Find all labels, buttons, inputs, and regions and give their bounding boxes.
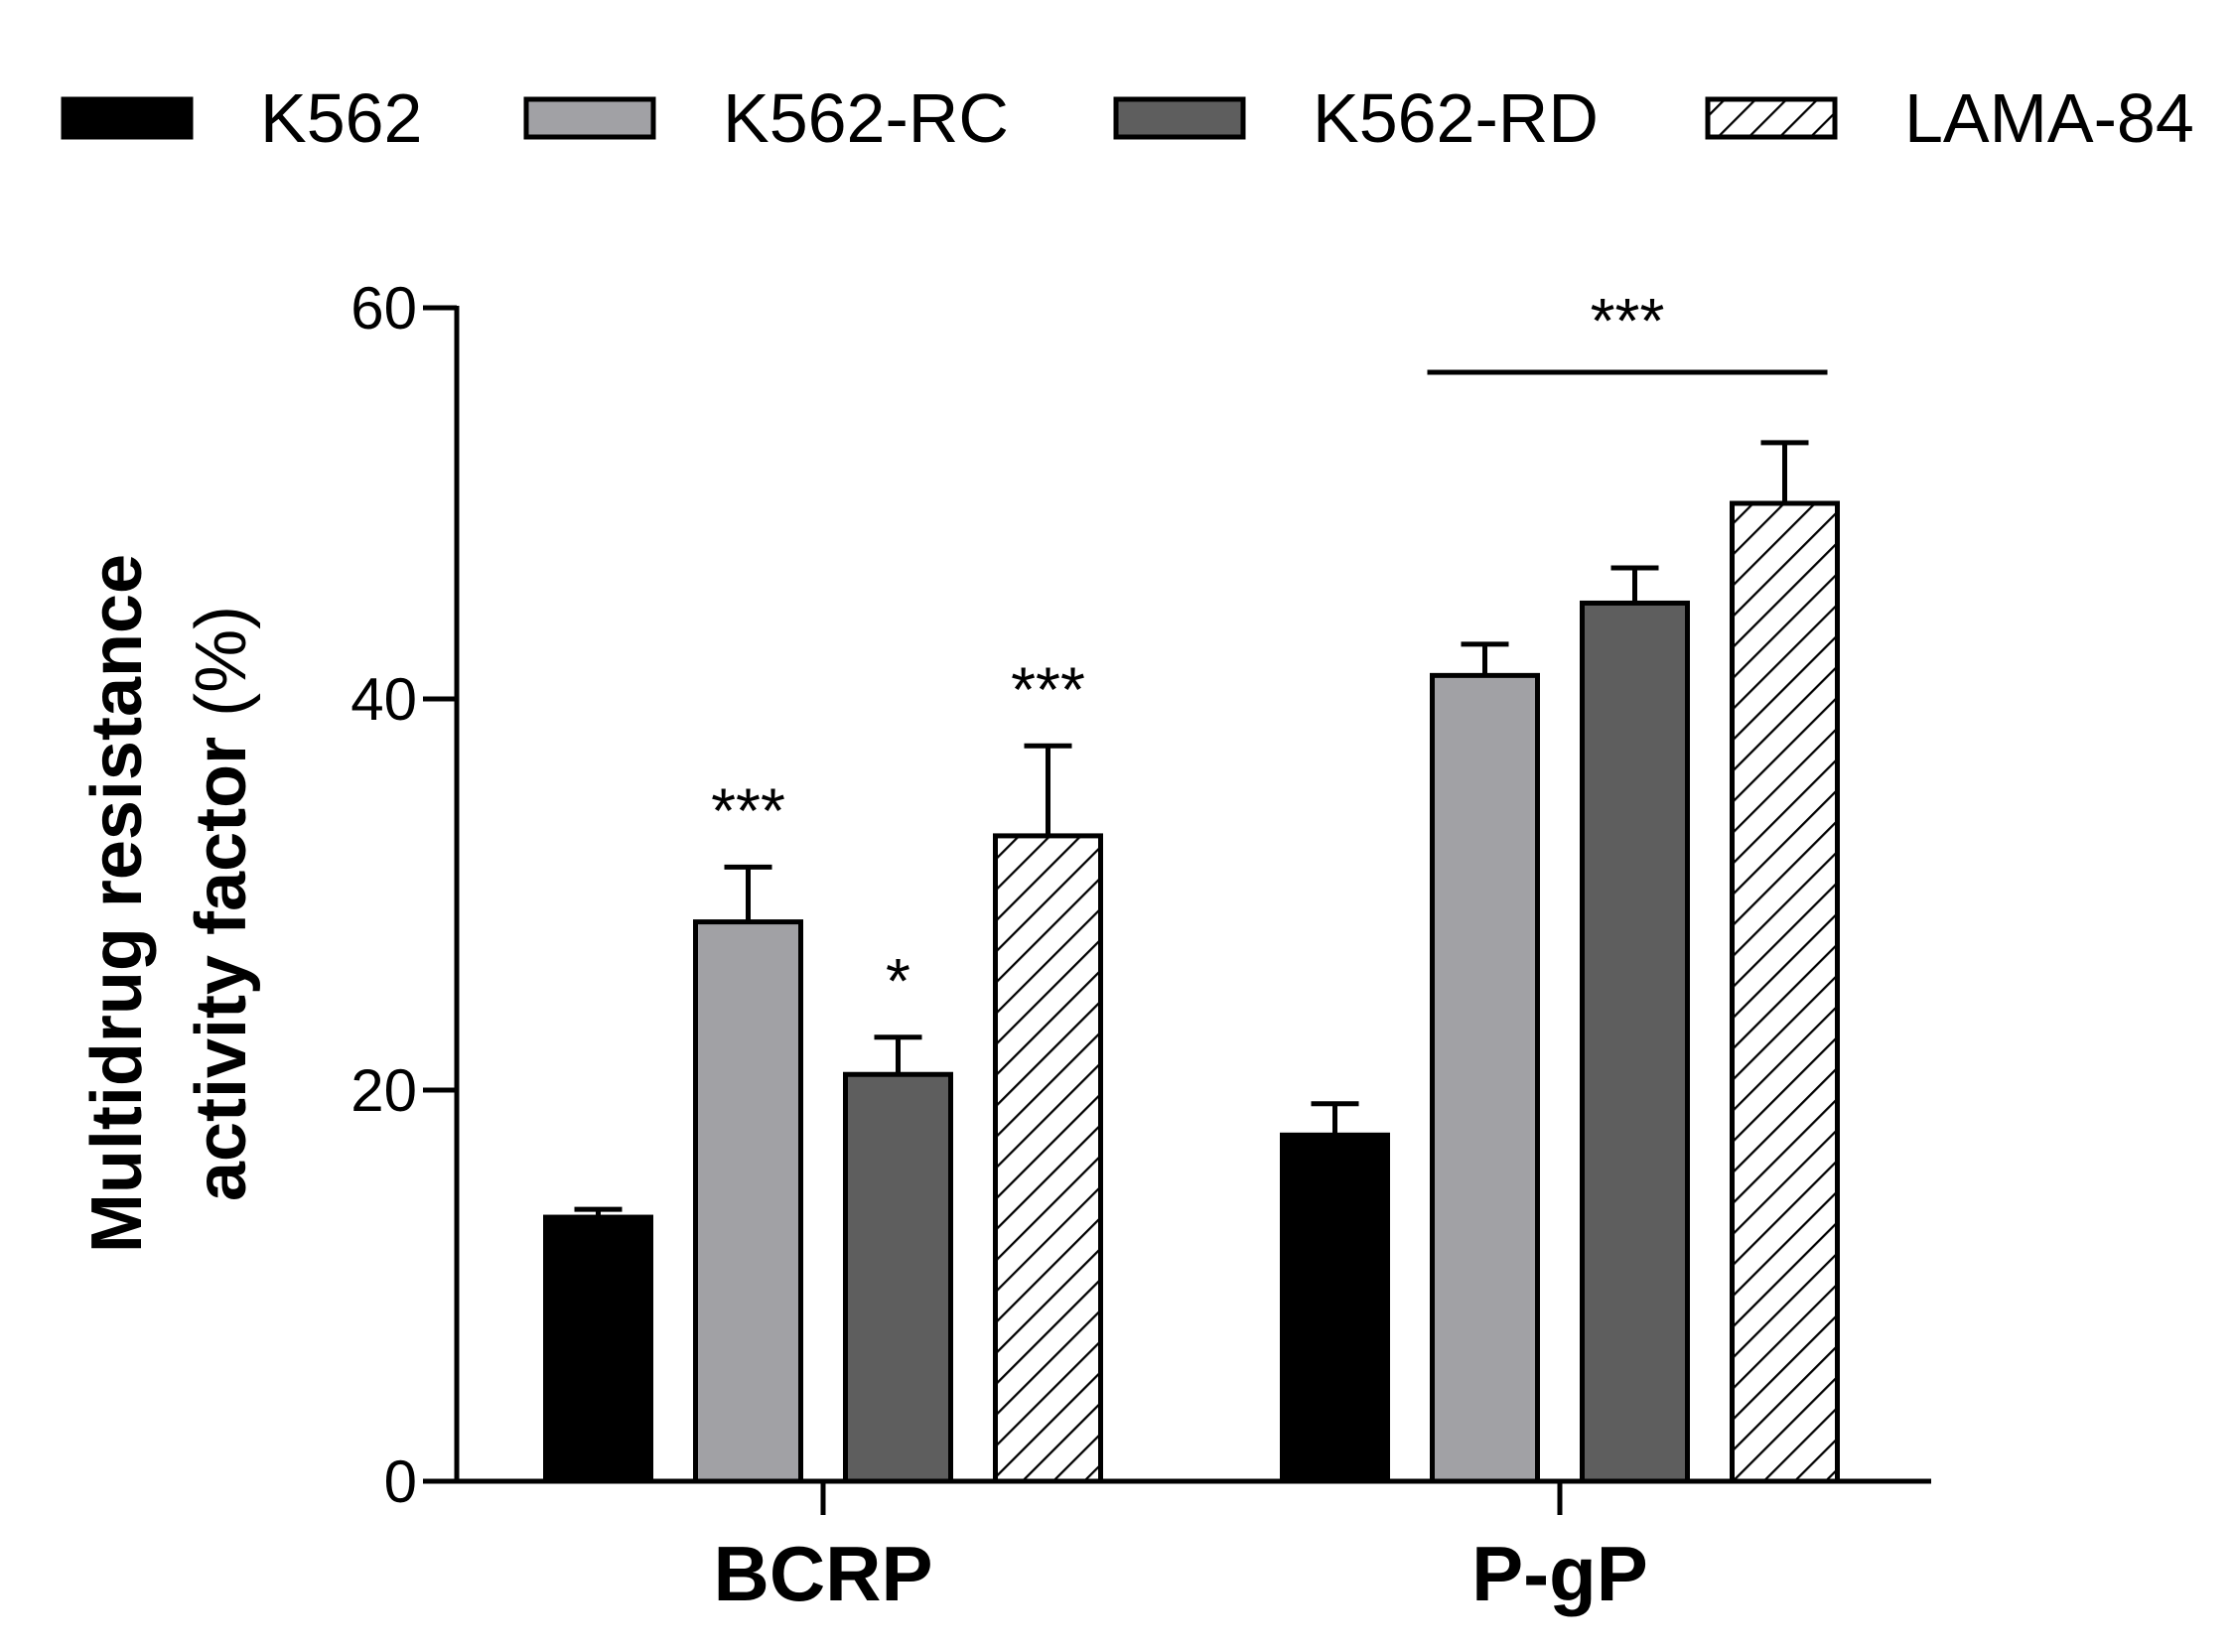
bar-p-gp-k562-rd xyxy=(1580,600,1690,1484)
significance-label-2: *** xyxy=(1011,653,1085,725)
y-axis-title-line-2: activity factor (%) xyxy=(182,606,261,1201)
legend-label-lama-84: LAMA-84 xyxy=(1904,79,2194,157)
legend-swatch-k562-rc xyxy=(523,96,656,140)
y-tick-label-20: 20 xyxy=(350,1057,417,1124)
significance-annotations: ********** xyxy=(711,285,1828,1017)
legend-swatch-k562-rd xyxy=(1113,96,1246,140)
y-axis-label: Multidrug resistance activity factor (%) xyxy=(77,554,261,1253)
bar-p-gp-k562 xyxy=(1280,1132,1390,1484)
y-tick-label-60: 60 xyxy=(350,275,417,342)
x-category-label-bcrp: BCRP xyxy=(713,1530,932,1617)
bar-bcrp-k562-rd xyxy=(843,1071,953,1484)
y-axis-title: Multidrug resistance activity factor (%) xyxy=(77,554,261,1253)
y-axis-title-line-1: Multidrug resistance xyxy=(77,554,157,1253)
x-category-label-p-gp: P-gP xyxy=(1471,1530,1648,1617)
bar-p-gp-k562-rc xyxy=(1430,672,1540,1484)
legend-label-k562: K562 xyxy=(260,79,422,157)
legend: K562 K562-RC K562-RD LAMA-84 xyxy=(61,79,2194,157)
bars xyxy=(543,440,1840,1484)
legend-label-k562-rd: K562-RD xyxy=(1313,79,1599,157)
bar-bcrp-lama-84 xyxy=(993,833,1103,1484)
bar-bcrp-k562-rc xyxy=(693,919,803,1484)
legend-swatch-k562 xyxy=(61,96,194,140)
y-tick-label-40: 40 xyxy=(350,666,417,733)
legend-label-k562-rc: K562-RC xyxy=(723,79,1009,157)
bar-bcrp-k562 xyxy=(543,1214,653,1484)
significance-label-1: * xyxy=(886,945,910,1017)
legend-swatch-lama-84 xyxy=(1705,96,1838,140)
significance-label-3: *** xyxy=(1591,285,1665,356)
y-tick-label-0: 0 xyxy=(384,1448,417,1515)
bar-p-gp-lama-84 xyxy=(1730,500,1840,1484)
significance-label-0: *** xyxy=(711,774,785,846)
axes: 0 20 40 60 BCRP P-gP xyxy=(350,275,1931,1617)
